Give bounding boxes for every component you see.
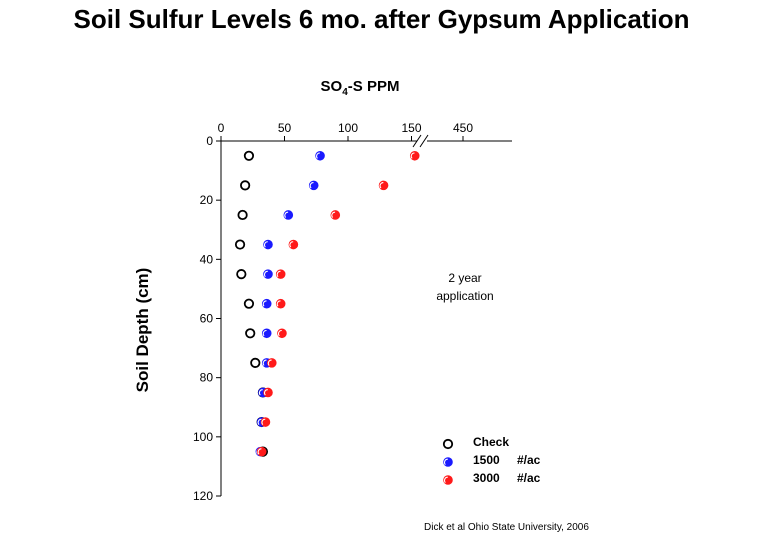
- y-tick-label-120: 120: [193, 489, 213, 503]
- data-point-check-7: [250, 357, 261, 368]
- data-point-check-0: [243, 150, 255, 161]
- data-point-check-5: [243, 298, 255, 309]
- y-tick-label-60: 60: [200, 312, 214, 326]
- data-point-1500-3: [263, 239, 273, 250]
- data-point-1500-2: [283, 210, 294, 220]
- x-axis-label-subscript: 4: [342, 87, 348, 98]
- y-tick-label-0: 0: [206, 134, 213, 148]
- data-point-3000-10: [256, 446, 267, 457]
- data-point-1500-1: [308, 180, 319, 191]
- x-axis-label: SO4-S PPM: [190, 78, 530, 98]
- data-point-3000-2: [330, 210, 341, 220]
- data-point-check-4: [236, 269, 247, 280]
- legend-label-1500: 1500: [473, 453, 500, 467]
- legend-label-check: Check: [473, 435, 510, 449]
- data-point-1500-4: [263, 269, 273, 279]
- legend-unit-1500: #/ac: [517, 453, 541, 467]
- data-point-3000-9: [260, 417, 271, 427]
- legend-unit-3000: #/ac: [517, 471, 541, 485]
- annotation-line-1: 2 year: [448, 271, 482, 285]
- legend-marker-shape-1: [443, 457, 453, 467]
- x-tick-label-450: 450: [453, 121, 473, 135]
- data-point-3000-6: [277, 328, 287, 339]
- annotation-line-2: application: [436, 289, 494, 303]
- legend-marker-1500: [443, 457, 453, 467]
- legend-marker-check: [442, 438, 454, 450]
- annotation: 2 year application: [410, 269, 520, 305]
- data-point-1500-0: [315, 150, 325, 161]
- data-point-3000-7: [266, 358, 277, 368]
- chart-title: Soil Sulfur Levels 6 mo. after Gypsum Ap…: [73, 4, 690, 34]
- x-tick-label-50: 50: [278, 121, 292, 135]
- legend-marker-shape-0: [442, 438, 454, 450]
- x-axis-break-mark-2: [419, 134, 429, 148]
- data-point-check-3: [234, 239, 246, 250]
- x-axis-label-main: SO: [320, 78, 343, 95]
- legend-label-3000: 3000: [473, 471, 500, 485]
- legend-marker-3000: [443, 475, 453, 485]
- y-tick-label-100: 100: [193, 430, 213, 444]
- y-tick-label-40: 40: [200, 252, 214, 266]
- y-tick-label-80: 80: [200, 371, 214, 385]
- data-point-3000-1: [378, 180, 389, 191]
- x-axis-label-rest: -S PPM: [347, 78, 400, 95]
- data-point-1500-6: [261, 328, 272, 339]
- data-point-3000-5: [275, 298, 286, 309]
- data-point-3000-8: [263, 387, 273, 398]
- data-point-3000-0: [409, 150, 420, 161]
- x-axis-break-mark-1: [412, 134, 422, 148]
- data-point-1500-5: [261, 298, 272, 309]
- legend-marker-shape-2: [443, 475, 453, 485]
- source-credit: Dick et al Ohio State University, 2006: [424, 522, 589, 533]
- data-point-check-2: [237, 209, 248, 221]
- x-tick-label-100: 100: [338, 121, 358, 135]
- data-point-check-1: [240, 180, 251, 191]
- y-tick-label-20: 20: [200, 193, 214, 207]
- x-tick-label-0: 0: [218, 121, 225, 135]
- data-point-check-6: [245, 328, 256, 339]
- x-tick-label-150: 150: [401, 121, 421, 135]
- data-point-3000-4: [275, 269, 286, 279]
- data-point-3000-3: [288, 239, 299, 250]
